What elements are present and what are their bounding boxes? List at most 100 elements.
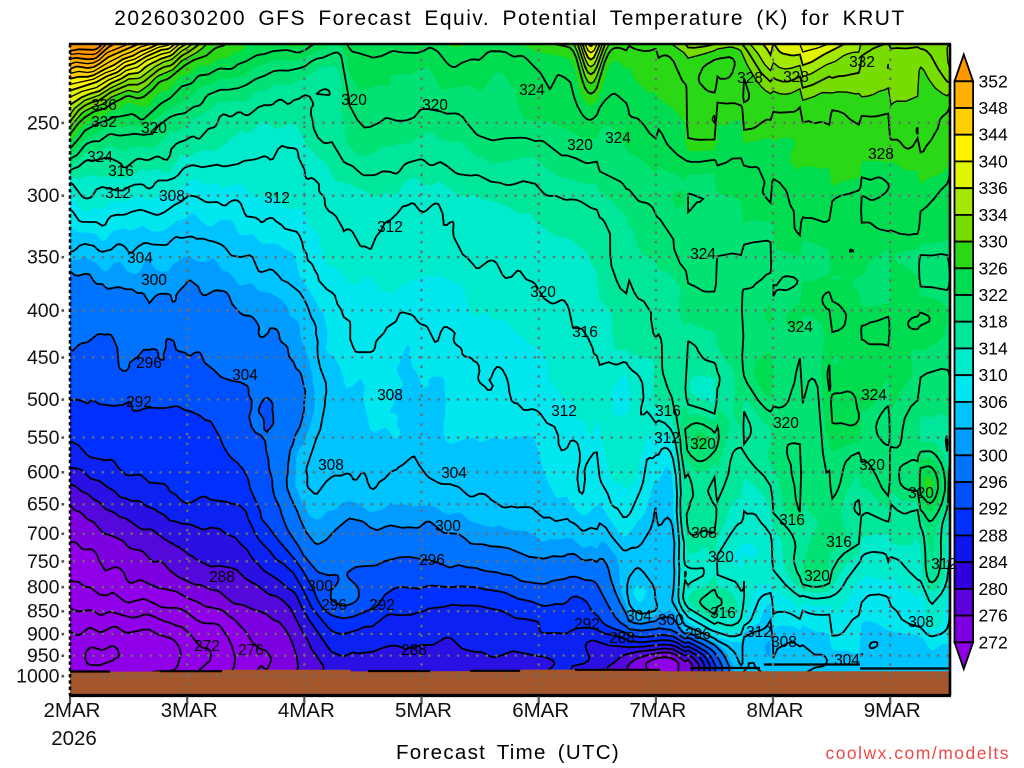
- svg-text:340: 340: [979, 151, 1008, 171]
- svg-text:600: 600: [27, 462, 60, 484]
- svg-text:950: 950: [27, 645, 60, 667]
- svg-text:Forecast Time (UTC): Forecast Time (UTC): [396, 741, 620, 764]
- svg-text:308: 308: [771, 634, 797, 651]
- svg-text:coolwx.com/modelts: coolwx.com/modelts: [825, 743, 1010, 763]
- svg-text:450: 450: [27, 347, 60, 369]
- svg-text:296: 296: [979, 472, 1008, 492]
- svg-text:700: 700: [27, 523, 60, 545]
- svg-text:500: 500: [27, 389, 60, 411]
- svg-text:300: 300: [307, 578, 333, 595]
- svg-text:320: 320: [859, 457, 885, 474]
- svg-text:336: 336: [979, 178, 1008, 198]
- svg-text:8MAR: 8MAR: [747, 699, 804, 722]
- svg-text:320: 320: [773, 415, 799, 432]
- svg-text:306: 306: [979, 392, 1008, 412]
- svg-text:344: 344: [979, 125, 1008, 145]
- svg-text:316: 316: [710, 605, 736, 622]
- svg-text:750: 750: [27, 551, 60, 573]
- svg-text:328: 328: [868, 146, 894, 163]
- svg-text:320: 320: [804, 568, 830, 585]
- svg-text:304: 304: [232, 367, 258, 384]
- svg-text:2026: 2026: [51, 727, 97, 750]
- svg-text:324: 324: [861, 387, 887, 404]
- svg-text:332: 332: [91, 114, 117, 131]
- svg-text:4MAR: 4MAR: [278, 699, 335, 722]
- svg-text:320: 320: [422, 97, 448, 114]
- svg-text:324: 324: [787, 319, 813, 336]
- svg-text:312: 312: [377, 219, 403, 236]
- svg-text:292: 292: [979, 499, 1008, 519]
- svg-text:320: 320: [341, 92, 367, 109]
- svg-text:650: 650: [27, 494, 60, 516]
- svg-text:316: 316: [108, 163, 134, 180]
- svg-text:850: 850: [27, 601, 60, 623]
- svg-text:308: 308: [159, 188, 185, 205]
- svg-text:314: 314: [979, 338, 1008, 358]
- svg-text:800: 800: [27, 577, 60, 599]
- svg-text:296: 296: [321, 597, 347, 614]
- svg-text:5MAR: 5MAR: [395, 699, 452, 722]
- svg-text:302: 302: [979, 419, 1008, 439]
- svg-text:312: 312: [264, 190, 290, 207]
- svg-text:250: 250: [27, 112, 60, 134]
- svg-text:288: 288: [401, 642, 427, 659]
- svg-text:292: 292: [369, 597, 395, 614]
- svg-text:292: 292: [574, 616, 600, 633]
- svg-text:7MAR: 7MAR: [629, 699, 686, 722]
- svg-text:296: 296: [685, 626, 711, 643]
- svg-text:292: 292: [126, 394, 152, 411]
- svg-text:304: 304: [834, 652, 860, 669]
- svg-text:312: 312: [105, 185, 131, 202]
- svg-text:320: 320: [708, 549, 734, 566]
- svg-text:320: 320: [530, 284, 556, 301]
- svg-text:320: 320: [908, 485, 934, 502]
- svg-text:550: 550: [27, 427, 60, 449]
- svg-text:288: 288: [209, 569, 235, 586]
- svg-text:324: 324: [690, 246, 716, 263]
- svg-text:312: 312: [654, 430, 680, 447]
- svg-text:318: 318: [979, 312, 1008, 332]
- svg-text:304: 304: [441, 465, 467, 482]
- svg-text:308: 308: [908, 614, 934, 631]
- svg-text:3MAR: 3MAR: [161, 699, 218, 722]
- svg-text:2026030200 GFS Forecast Equiv.: 2026030200 GFS Forecast Equiv. Potential…: [114, 7, 906, 30]
- svg-text:316: 316: [655, 403, 681, 420]
- svg-text:322: 322: [979, 285, 1008, 305]
- svg-text:316: 316: [779, 512, 805, 529]
- svg-text:272: 272: [194, 638, 220, 655]
- svg-text:330: 330: [979, 232, 1008, 252]
- svg-text:304: 304: [127, 250, 153, 267]
- svg-text:276: 276: [979, 606, 1008, 626]
- svg-text:316: 316: [826, 534, 852, 551]
- svg-text:324: 324: [605, 130, 631, 147]
- svg-text:300: 300: [979, 445, 1008, 465]
- svg-text:336: 336: [91, 97, 117, 114]
- svg-text:272: 272: [979, 632, 1008, 652]
- svg-text:288: 288: [609, 630, 635, 647]
- svg-text:350: 350: [27, 247, 60, 269]
- svg-text:324: 324: [519, 82, 545, 99]
- svg-text:328: 328: [737, 70, 763, 87]
- svg-text:296: 296: [136, 355, 162, 372]
- svg-text:308: 308: [377, 387, 403, 404]
- svg-text:300: 300: [435, 518, 461, 535]
- svg-text:900: 900: [27, 624, 60, 646]
- svg-text:284: 284: [979, 552, 1008, 572]
- svg-text:296: 296: [419, 552, 445, 569]
- svg-text:312: 312: [931, 556, 957, 573]
- svg-text:352: 352: [979, 71, 1008, 91]
- svg-text:312: 312: [746, 624, 772, 641]
- svg-text:9MAR: 9MAR: [864, 699, 921, 722]
- svg-text:288: 288: [979, 525, 1008, 545]
- svg-text:334: 334: [979, 205, 1008, 225]
- svg-text:6MAR: 6MAR: [512, 699, 569, 722]
- svg-text:2MAR: 2MAR: [44, 699, 101, 722]
- svg-text:316: 316: [572, 324, 598, 341]
- svg-text:348: 348: [979, 98, 1008, 118]
- svg-text:320: 320: [141, 120, 167, 137]
- svg-text:324: 324: [87, 149, 113, 166]
- svg-text:308: 308: [318, 457, 344, 474]
- svg-text:308: 308: [691, 525, 717, 542]
- svg-text:300: 300: [27, 185, 60, 207]
- svg-text:300: 300: [658, 612, 684, 629]
